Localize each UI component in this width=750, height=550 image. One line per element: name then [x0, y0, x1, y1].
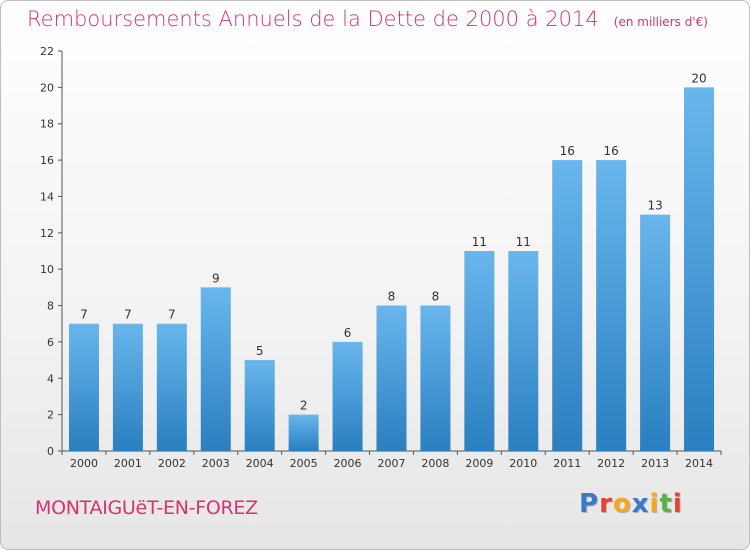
x-tick-label: 2012: [597, 457, 625, 470]
data-label: 7: [168, 308, 176, 322]
data-label: 8: [432, 290, 440, 304]
data-label: 7: [80, 308, 88, 322]
proxiti-logo: Proxiti: [579, 489, 683, 519]
logo-letter: P: [579, 489, 600, 519]
data-label: 2: [300, 399, 308, 413]
y-tick-label: 22: [40, 45, 54, 58]
commune-name: MONTAIGUëT-EN-FOREZ: [35, 497, 258, 519]
x-tick-label: 2004: [246, 457, 274, 470]
y-tick-label: 8: [47, 300, 54, 313]
bar: [552, 160, 583, 451]
data-label: 8: [388, 290, 396, 304]
bar: [68, 323, 99, 451]
x-tick-label: 2000: [70, 457, 98, 470]
data-labels: 7 7 7 9 5 2 6 8 8 11 11 16 16 13 20: [80, 71, 707, 412]
logo-letter: i: [649, 489, 660, 519]
bar: [288, 414, 319, 451]
data-label: 13: [647, 199, 662, 213]
y-tick-label: 12: [40, 227, 54, 240]
bars: [68, 87, 715, 451]
bar: [464, 251, 495, 451]
data-label: 11: [472, 235, 487, 249]
y-tick-label: 10: [40, 263, 54, 276]
x-tick-label: 2003: [202, 457, 230, 470]
x-tick-label: 2013: [641, 457, 669, 470]
x-tick-label: 2005: [290, 457, 318, 470]
bar: [508, 251, 539, 451]
y-tick-label: 4: [47, 372, 54, 385]
axes: 0 2 4 6 8 10 12 14 16 18 20 22 2000 2001 2002 2003 2004 2…: [40, 45, 722, 470]
x-tick-label: 2006: [334, 457, 362, 470]
bar: [420, 305, 451, 451]
x-tick-label: 2007: [378, 457, 406, 470]
y-tick-label: 2: [47, 409, 54, 422]
x-tick-label: 2001: [114, 457, 142, 470]
y-tick-label: 0: [47, 445, 54, 458]
x-tick-label: 2011: [553, 457, 581, 470]
logo-letter: x: [631, 489, 650, 519]
data-label: 11: [516, 235, 531, 249]
data-label: 6: [344, 326, 352, 340]
x-tick-label: 2010: [509, 457, 537, 470]
y-tick-label: 14: [40, 190, 54, 203]
x-tick-label: 2009: [465, 457, 493, 470]
logo-letter: i: [672, 489, 683, 519]
bar: [200, 287, 231, 451]
chart-title-unit: (en milliers d'€): [613, 15, 708, 29]
x-tick-label: 2002: [158, 457, 186, 470]
x-tick-label: 2014: [685, 457, 713, 470]
y-tick-label: 16: [40, 154, 54, 167]
data-label: 16: [560, 144, 575, 158]
chart-title-main: Remboursements Annuels de la Dette de 20…: [27, 7, 599, 31]
logo-letter: r: [599, 489, 613, 519]
y-tick-label: 18: [40, 118, 54, 131]
data-label: 5: [256, 344, 264, 358]
x-tick-label: 2008: [421, 457, 449, 470]
y-tick-label: 20: [40, 81, 54, 94]
bar: [684, 87, 715, 451]
logo-letter: t: [659, 489, 673, 519]
chart-title: Remboursements Annuels de la Dette de 20…: [27, 7, 708, 31]
data-label: 16: [604, 144, 619, 158]
bar: [332, 341, 363, 451]
bar: [156, 323, 187, 451]
data-label: 20: [691, 71, 706, 85]
data-label: 9: [212, 271, 220, 285]
logo-letter: o: [612, 489, 632, 519]
bar: [376, 305, 407, 451]
bar: [596, 160, 627, 451]
bar: [112, 323, 143, 451]
y-tick-label: 6: [47, 336, 54, 349]
bar: [640, 214, 671, 451]
bar: [244, 360, 275, 451]
data-label: 7: [124, 308, 132, 322]
